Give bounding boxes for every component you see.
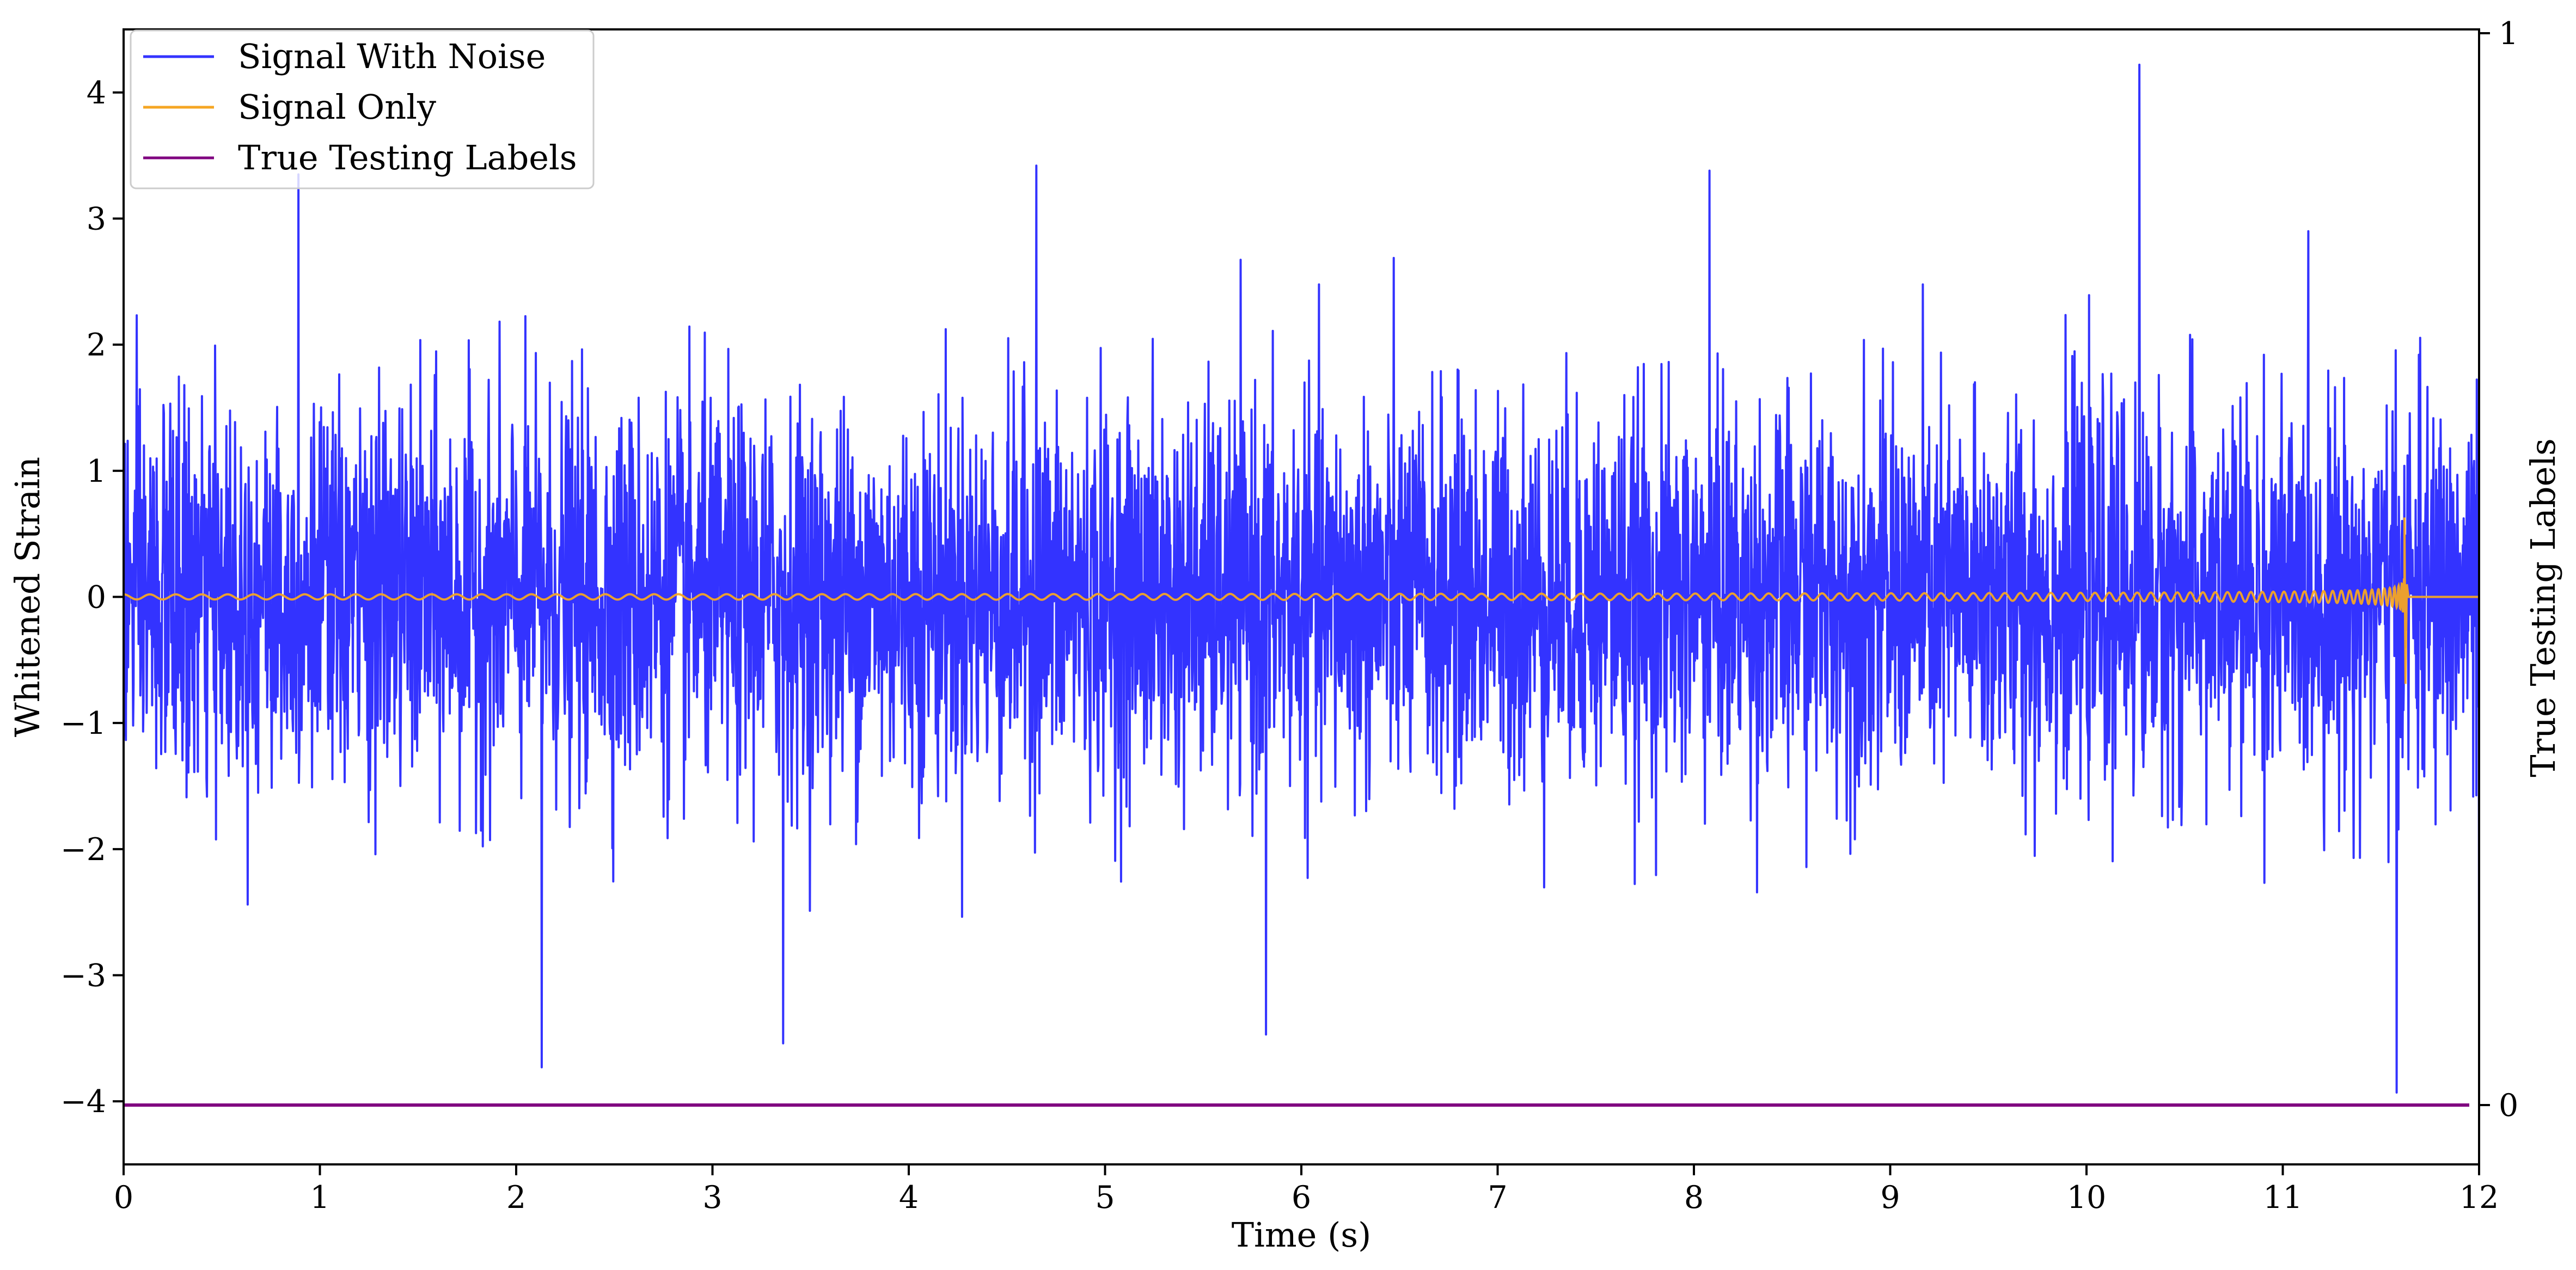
x-tick-label: 10 — [2067, 1180, 2107, 1216]
x-tick-label: 1 — [310, 1180, 329, 1216]
x-tick-label: 0 — [114, 1180, 133, 1216]
x-tick-label: 2 — [506, 1180, 526, 1216]
y-tick-label: 0 — [87, 580, 106, 616]
x-tick-label: 5 — [1095, 1180, 1115, 1216]
y-tick-label: 2 — [87, 327, 106, 363]
signal-with-noise-line — [123, 63, 2480, 1094]
x-tick-label: 7 — [1488, 1180, 1507, 1216]
legend: Signal With Noise Signal Only True Testi… — [130, 29, 595, 189]
x-tick-label: 11 — [2263, 1180, 2303, 1216]
signal-only-series — [123, 517, 2479, 684]
y-tick-label: −2 — [60, 832, 106, 868]
y-tick-label: −1 — [60, 705, 106, 741]
y2-axis-label: True Testing Labels — [2523, 438, 2563, 777]
x-tick-label: 6 — [1292, 1180, 1311, 1216]
y2-tick-label: 1 — [2499, 16, 2518, 52]
x-tick-label: 3 — [702, 1180, 722, 1216]
signal-only-line — [123, 517, 2479, 684]
y-axis-label: Whitened Strain — [8, 457, 47, 737]
legend-box — [130, 29, 595, 189]
signal-with-noise-series — [123, 63, 2480, 1094]
x-tick-label: 12 — [2459, 1180, 2499, 1216]
y-tick-label: −3 — [60, 958, 106, 994]
legend-label-signal-only: Signal Only — [238, 87, 436, 127]
x-tick-label: 9 — [1880, 1180, 1900, 1216]
y2-tick-label: 0 — [2499, 1088, 2518, 1124]
y-tick-label: 3 — [87, 201, 106, 237]
legend-label-signal-with-noise: Signal With Noise — [238, 36, 546, 76]
y-tick-label: −4 — [60, 1084, 106, 1120]
x-axis-label: Time (s) — [1232, 1215, 1372, 1255]
y-tick-label: 4 — [87, 75, 106, 111]
y-tick-label: 1 — [87, 453, 106, 489]
x-tick-label: 4 — [899, 1180, 919, 1216]
x-tick-label: 8 — [1684, 1180, 1704, 1216]
legend-label-true-testing-labels: True Testing Labels — [238, 138, 577, 177]
